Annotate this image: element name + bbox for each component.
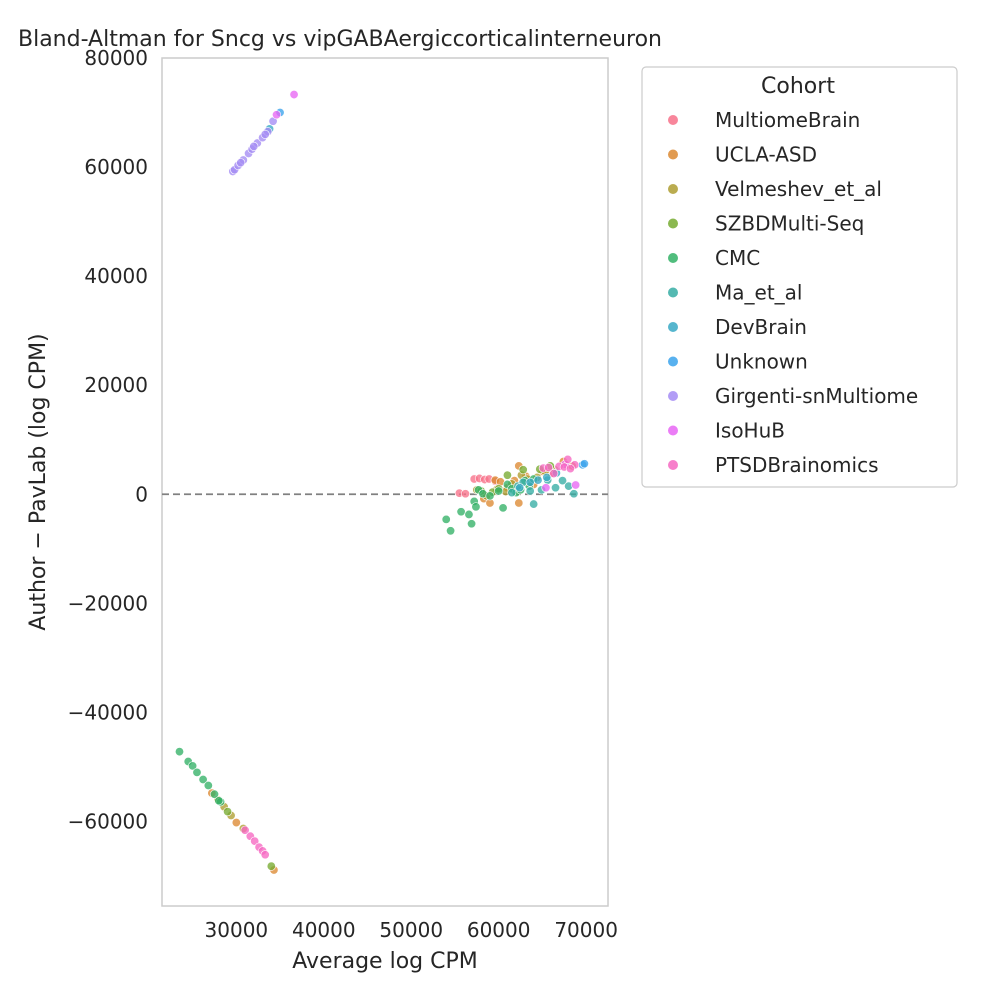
legend-label-ma-et-al: Ma_et_al (715, 281, 802, 305)
point-ma-et-al (551, 483, 561, 493)
y-tick-label: 80000 (84, 46, 148, 70)
legend-label-cmc: CMC (715, 246, 760, 270)
point-ptsdbrainomics (549, 469, 559, 479)
x-tick-label: 60000 (467, 918, 531, 942)
legend-marker-ptsdbrainomics (668, 460, 678, 470)
point-ptsdbrainomics (565, 464, 575, 474)
y-tick-label: −40000 (68, 700, 148, 724)
y-axis-ticks: −60000 −40000 −20000 0 20000 40000 60000 80000 (68, 46, 148, 833)
legend-marker-velmeshev-et-al (668, 184, 678, 194)
legend-marker-ma-et-al (668, 287, 678, 298)
legend-label-girgenti-snmultiome: Girgenti-snMultiome (715, 384, 918, 408)
point-multiomebrain (460, 489, 470, 499)
x-axis-label: Average log CPM (292, 949, 477, 974)
point-cmc (441, 514, 451, 524)
point-cmc (209, 789, 219, 799)
point-ptsdbrainomics (250, 836, 260, 846)
point-szbdmulti-seq (223, 807, 233, 817)
point-ptsdbrainomics (544, 463, 554, 473)
point-cmc (494, 486, 504, 496)
legend-label-ucla-asd: UCLA-ASD (715, 143, 817, 167)
chart-title: Bland-Altman for Sncg vs vipGABAergiccor… (18, 27, 662, 52)
point-isohub (289, 90, 299, 100)
point-isohub (571, 480, 581, 490)
x-tick-label: 40000 (292, 918, 356, 942)
point-ma-et-al (525, 486, 535, 496)
x-tick-label: 50000 (379, 918, 443, 942)
legend-label-ptsdbrainomics: PTSDBrainomics (715, 453, 879, 477)
point-isohub (272, 110, 282, 120)
point-girgenti-snmultiome (236, 158, 246, 168)
point-szbdmulti-seq (502, 470, 512, 480)
y-tick-label: 40000 (84, 264, 148, 288)
x-tick-label: 70000 (554, 918, 618, 942)
y-tick-label: 20000 (84, 373, 148, 397)
point-cmc (498, 503, 508, 513)
point-girgenti-snmultiome (260, 129, 270, 139)
point-ucla-asd (514, 498, 524, 508)
point-ptsdbrainomics (260, 850, 270, 860)
point-ma-et-al (507, 488, 517, 498)
legend-marker-unknown (668, 356, 678, 367)
point-devbrain (525, 477, 535, 487)
point-devbrain (515, 483, 525, 493)
point-cmc (446, 526, 456, 536)
legend-marker-ucla-asd (668, 149, 678, 160)
point-cmc (214, 796, 224, 806)
point-girgenti-snmultiome (249, 141, 259, 151)
point-cmc (471, 502, 481, 512)
legend-marker-girgenti-snmultiome (668, 391, 678, 401)
point-ptsdbrainomics (563, 454, 573, 464)
point-devbrain (542, 472, 552, 482)
legend-marker-multiomebrain (668, 115, 678, 125)
plot-area-frame (161, 57, 609, 907)
point-ma-et-al (558, 476, 568, 486)
point-cmc (188, 761, 198, 771)
point-cmc (192, 767, 202, 777)
y-tick-label: −20000 (68, 591, 148, 615)
legend-label-szbdmulti-seq: SZBDMulti-Seq (715, 212, 864, 236)
y-tick-label: −60000 (68, 809, 148, 833)
legend-marker-cmc (668, 253, 678, 263)
point-cmc (174, 747, 184, 757)
legend-marker-devbrain (668, 322, 678, 332)
legend-label-devbrain: DevBrain (715, 315, 807, 339)
legend: Cohort MultiomeBrain UCLA-ASD Velmeshev_et… (641, 66, 958, 488)
y-tick-label: 60000 (84, 155, 148, 179)
point-ma-et-al (569, 489, 579, 499)
point-szbdmulti-seq (266, 861, 276, 871)
legend-marker-isohub (668, 425, 678, 436)
y-axis-label: Author − PavLab (log CPM) (26, 333, 51, 630)
point-cmc (198, 774, 208, 784)
point-ucla-asd (231, 818, 241, 828)
y-tick-label: 0 (135, 482, 148, 506)
point-cmc (485, 491, 495, 501)
point-unknown (579, 459, 589, 469)
legend-title: Cohort (761, 74, 835, 99)
x-tick-label: 30000 (205, 918, 269, 942)
legend-marker-szbdmulti-seq (668, 218, 678, 229)
x-axis-ticks: 30000 40000 50000 60000 70000 (205, 918, 618, 942)
legend-label-isohub: IsoHuB (715, 419, 785, 443)
point-devbrain (533, 475, 543, 485)
point-cmc (456, 507, 466, 517)
legend-frame (641, 66, 958, 488)
point-cmc (464, 509, 474, 519)
point-ptsdbrainomics (240, 825, 250, 835)
point-ma-et-al (529, 499, 539, 509)
legend-items: MultiomeBrain UCLA-ASD Velmeshev_et_al SZBD… (668, 108, 918, 477)
legend-label-multiomebrain: MultiomeBrain (715, 108, 860, 132)
scatter-points (174, 90, 589, 875)
point-isohub (541, 483, 551, 493)
point-cmc (467, 519, 477, 529)
point-szbdmulti-seq (518, 465, 528, 475)
legend-label-velmeshev-et-al: Velmeshev_et_al (715, 177, 882, 201)
legend-label-unknown: Unknown (715, 350, 808, 374)
point-cmc (203, 780, 213, 790)
